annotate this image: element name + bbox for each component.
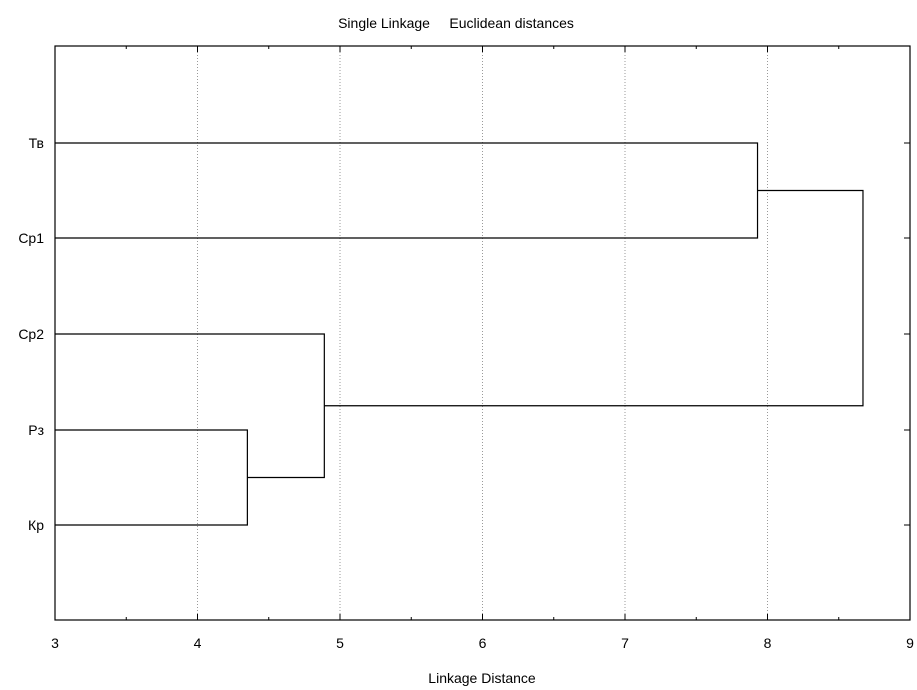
leaf-labels: Тв Ср1 Ср2 Рз Кр <box>18 135 44 533</box>
merge-link-1 <box>55 333 325 479</box>
x-tick-labels: 3 4 5 6 7 8 9 <box>51 635 914 651</box>
x-tick-label-3: 3 <box>51 635 59 651</box>
leaf-label-0: Тв <box>29 135 44 151</box>
x-tick-label-8: 8 <box>764 635 772 651</box>
merge-link-2 <box>55 142 759 239</box>
grid-lines <box>197 46 768 620</box>
leaf-label-4: Кр <box>28 517 44 533</box>
leaf-label-2: Ср2 <box>18 326 44 342</box>
plot-frame <box>54 45 911 621</box>
x-tick-label-9: 9 <box>906 635 914 651</box>
leaf-label-1: Ср1 <box>18 230 44 246</box>
axis-ticks <box>54 46 911 620</box>
merge-link-0 <box>55 429 248 526</box>
x-tick-label-6: 6 <box>479 635 487 651</box>
x-tick-label-4: 4 <box>194 635 202 651</box>
chart-title: Single Linkage Euclidean distances <box>338 15 574 31</box>
x-tick-label-7: 7 <box>621 635 629 651</box>
x-tick-label-5: 5 <box>336 635 344 651</box>
merge-link-3 <box>324 189 864 407</box>
x-axis-label: Linkage Distance <box>428 670 536 686</box>
dendrogram-links <box>55 142 864 526</box>
leaf-label-3: Рз <box>28 422 44 438</box>
